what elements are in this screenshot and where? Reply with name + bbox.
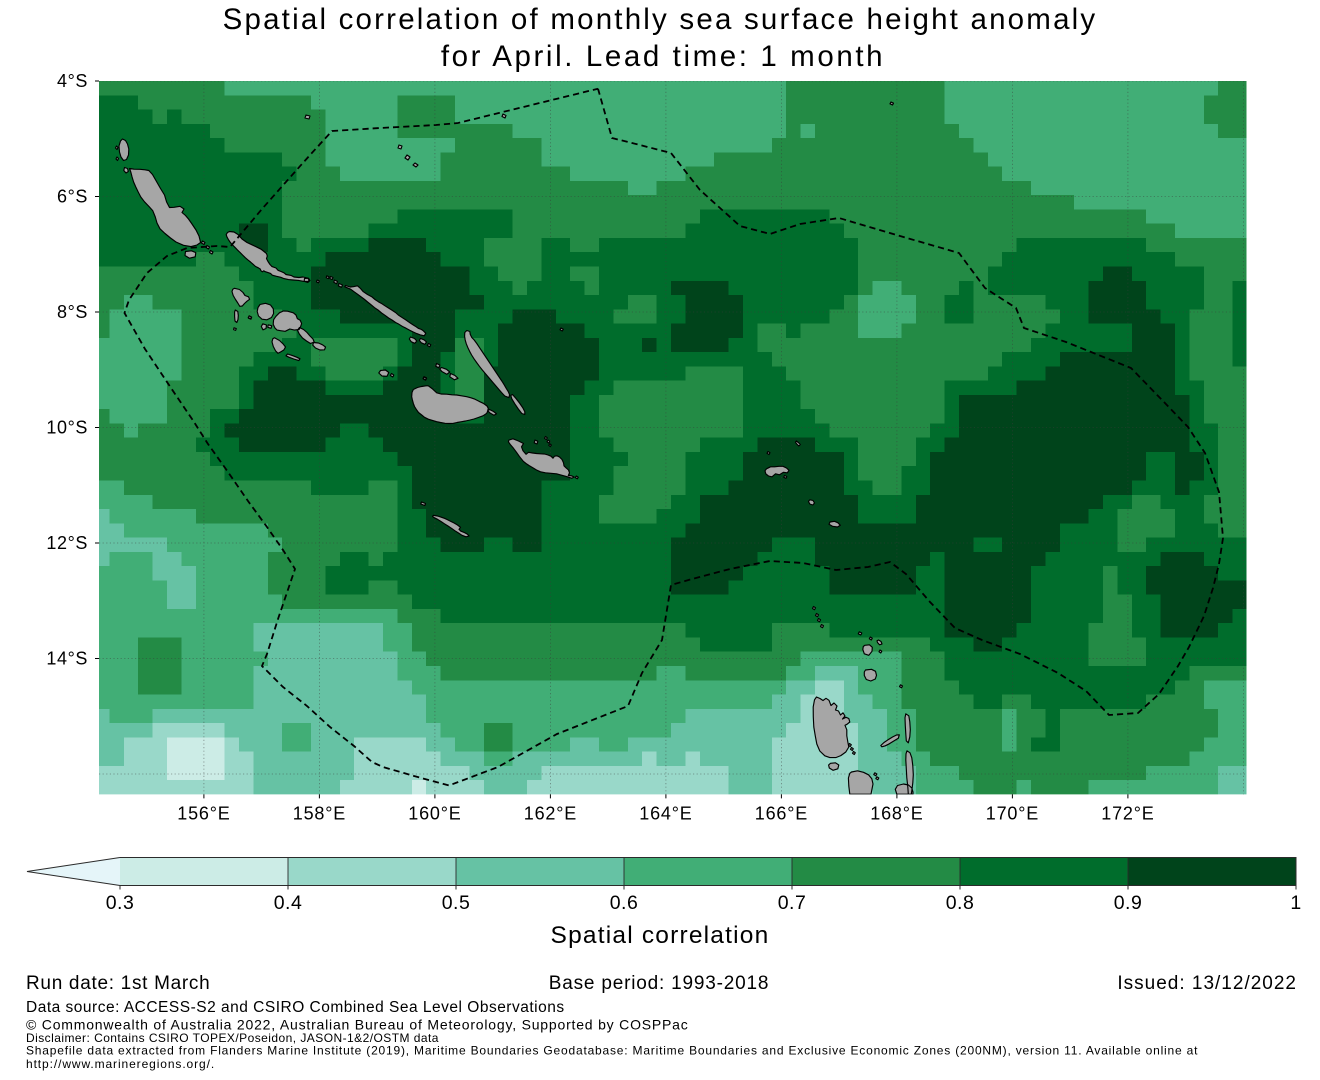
svg-text:0.3: 0.3 [106,892,135,914]
svg-text:Issued: 13/12/2022: Issued: 13/12/2022 [1117,973,1297,994]
svg-text:1: 1 [1290,892,1301,914]
svg-text:0.5: 0.5 [442,892,471,914]
svg-text:158°E: 158°E [293,804,346,824]
svg-text:0.8: 0.8 [946,892,975,914]
svg-text:© Commonwealth of Australia 20: © Commonwealth of Australia 2022, Austra… [26,1017,689,1033]
svg-text:0.7: 0.7 [778,892,807,914]
svg-text:Run date: 1st March: Run date: 1st March [26,973,210,994]
svg-text:for April. Lead time: 1 month: for April. Lead time: 1 month [441,40,885,73]
svg-text:0.4: 0.4 [274,892,303,914]
svg-text:4°S: 4°S [57,71,88,91]
svg-text:Shapefile data extracted from: Shapefile data extracted from Flanders M… [26,1044,1198,1058]
svg-text:Spatial correlation: Spatial correlation [551,922,770,949]
svg-text:166°E: 166°E [755,804,808,824]
svg-text:160°E: 160°E [408,804,461,824]
svg-text:156°E: 156°E [177,804,230,824]
svg-text:8°S: 8°S [57,302,88,322]
svg-text:162°E: 162°E [524,804,577,824]
svg-text:0.6: 0.6 [610,892,639,914]
svg-text:Base period: 1993-2018: Base period: 1993-2018 [549,973,769,994]
svg-text:164°E: 164°E [639,804,692,824]
svg-text:0.9: 0.9 [1114,892,1143,914]
svg-text:Disclaimer: Contains CSIRO TOP: Disclaimer: Contains CSIRO TOPEX/Poseido… [26,1031,439,1045]
svg-text:Data source: ACCESS-S2 and CSI: Data source: ACCESS-S2 and CSIRO Combine… [26,999,565,1016]
svg-text:168°E: 168°E [870,804,923,824]
svg-text:170°E: 170°E [986,804,1039,824]
svg-text:Spatial correlation of monthly: Spatial correlation of monthly sea surfa… [223,3,1098,36]
svg-text:http://www.marineregions.org/.: http://www.marineregions.org/. [26,1057,215,1071]
svg-text:12°S: 12°S [46,533,88,553]
svg-text:172°E: 172°E [1101,804,1154,824]
svg-text:14°S: 14°S [46,648,88,668]
svg-text:6°S: 6°S [57,186,88,206]
svg-text:10°S: 10°S [46,417,88,437]
